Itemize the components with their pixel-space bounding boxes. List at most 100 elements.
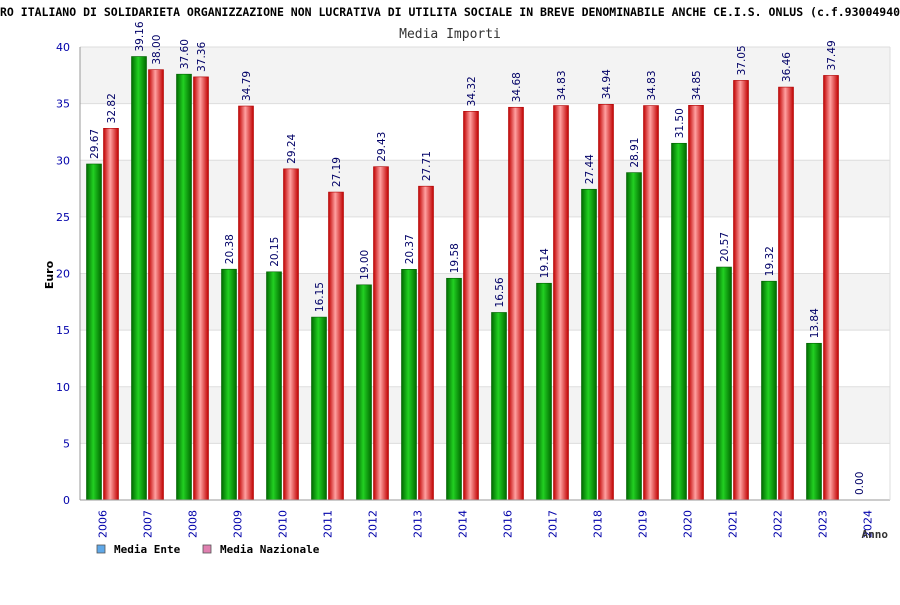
plot-band xyxy=(80,216,890,274)
bar-media-nazionale xyxy=(283,168,299,501)
x-tick-label: 2014 xyxy=(457,510,470,538)
bar-value-label: 27.44 xyxy=(584,154,596,184)
bar-value-label: 20.37 xyxy=(404,234,416,264)
bar-value-label: 34.32 xyxy=(466,76,478,106)
bar-value-label: 28.91 xyxy=(629,138,641,168)
x-tick-label: 2012 xyxy=(367,510,380,538)
bar-media-ente xyxy=(311,316,327,501)
y-tick-label: 25 xyxy=(56,211,70,224)
x-tick-label: 2009 xyxy=(232,510,245,538)
bar-value-label: 39.16 xyxy=(134,21,146,51)
y-tick-label: 5 xyxy=(63,437,70,450)
bar-value-label: 19.32 xyxy=(764,246,776,276)
plot-background xyxy=(80,47,890,500)
bar-media-nazionale xyxy=(463,111,479,501)
x-tick-label: 2008 xyxy=(187,510,200,538)
x-tick-label: 2013 xyxy=(412,510,425,538)
legend-label-media-nazionale: Media Nazionale xyxy=(220,543,320,556)
legend-label-media-ente: Media Ente xyxy=(114,543,181,556)
x-tick-label: 2010 xyxy=(277,510,290,538)
x-tick-label: 2021 xyxy=(727,510,740,538)
legend-item-media-ente: Media Ente xyxy=(96,543,181,556)
bar-value-label: 29.24 xyxy=(286,133,298,163)
bar-media-nazionale xyxy=(238,105,254,501)
x-tick-label: 2023 xyxy=(817,510,830,538)
bar-value-label: 29.43 xyxy=(376,132,388,162)
bar-media-nazionale xyxy=(148,69,164,501)
plot-band xyxy=(80,273,890,331)
bar-value-label: 20.15 xyxy=(269,237,281,267)
bar-value-label: 27.19 xyxy=(331,157,343,187)
bar-media-ente xyxy=(266,271,282,501)
bar-media-ente xyxy=(536,282,552,501)
y-tick-label: 15 xyxy=(56,324,70,337)
bar-media-ente xyxy=(86,163,102,501)
bar-media-ente xyxy=(356,284,372,501)
bar-media-nazionale xyxy=(643,105,659,501)
y-axis-label: Euro xyxy=(43,260,56,289)
plot-band xyxy=(80,330,890,387)
bar-value-label: 36.46 xyxy=(781,52,793,82)
bar-value-label: 13.84 xyxy=(809,308,821,338)
bar-media-ente xyxy=(806,342,822,501)
bar-value-label: 32.82 xyxy=(106,93,118,123)
bar-media-ente xyxy=(761,280,777,501)
bar-value-label: 19.14 xyxy=(539,248,551,278)
x-tick-labels: 2006 2007 2008 2009 2010 2011 2012 2013 2014 2016… xyxy=(97,510,875,538)
x-tick-label: 2024 xyxy=(862,510,875,538)
bar-value-label: 31.50 xyxy=(674,108,686,138)
bar-media-nazionale xyxy=(598,104,614,501)
plot-band xyxy=(80,443,890,500)
legend-swatch-media-ente xyxy=(96,544,106,554)
x-tick-label: 2006 xyxy=(97,510,110,538)
chart-title: RO ITALIANO DI SOLIDARIETA ORGANIZZAZION… xyxy=(0,5,900,19)
x-tick-label: 2022 xyxy=(772,510,785,538)
bar-value-label: 0.00 xyxy=(854,472,866,495)
bar-media-ente xyxy=(491,312,507,501)
axes-group xyxy=(79,47,891,501)
bar-value-label: 16.15 xyxy=(314,282,326,312)
bar-value-label: 38.00 xyxy=(151,35,163,65)
bar-media-nazionale xyxy=(418,185,434,501)
bar-value-label: 34.79 xyxy=(241,71,253,101)
plot-band xyxy=(80,386,890,444)
bar-media-ente xyxy=(401,269,417,501)
x-tick-label: 2011 xyxy=(322,510,335,538)
bar-value-label: 34.94 xyxy=(601,69,613,99)
bar-value-label: 37.49 xyxy=(826,40,838,70)
bar-value-label: 37.05 xyxy=(736,45,748,75)
bar-media-nazionale xyxy=(778,86,794,501)
bar-labels-group: 29.67 32.82 39.16 38.00 37.60 37.36 20.38 34.79… xyxy=(89,21,866,495)
legend: Media Ente Media Nazionale xyxy=(96,543,320,556)
plot-band xyxy=(80,47,890,104)
bar-media-ente xyxy=(176,73,192,501)
legend-item-media-nazionale: Media Nazionale xyxy=(202,543,320,556)
bar-media-nazionale xyxy=(823,75,839,501)
bar-value-label: 34.85 xyxy=(691,70,703,100)
bar-media-ente xyxy=(221,268,237,501)
bar-value-label: 34.68 xyxy=(511,72,523,102)
bar-value-label: 34.83 xyxy=(646,70,658,100)
bar-media-nazionale xyxy=(328,191,344,501)
chart-subtitle: Media Importi xyxy=(399,27,501,42)
bar-value-label: 20.38 xyxy=(224,234,236,264)
y-tick-label: 35 xyxy=(56,98,70,111)
y-tick-label: 30 xyxy=(56,154,70,167)
bar-media-nazionale xyxy=(733,80,749,501)
x-tick-label: 2017 xyxy=(547,510,560,538)
bar-value-label: 37.60 xyxy=(179,39,191,69)
bar-media-ente xyxy=(626,172,642,501)
bar-value-label: 34.83 xyxy=(556,70,568,100)
plot-band xyxy=(80,103,890,161)
bar-value-label: 16.56 xyxy=(494,277,506,307)
bar-media-ente xyxy=(446,277,462,501)
bar-media-nazionale xyxy=(508,106,524,501)
legend-swatch-media-nazionale xyxy=(202,544,212,554)
y-tick-label: 10 xyxy=(56,381,70,394)
x-tick-label: 2018 xyxy=(592,510,605,538)
x-tick-label: 2020 xyxy=(682,510,695,538)
y-tick-label: 0 xyxy=(63,494,70,507)
bar-value-label: 19.00 xyxy=(359,250,371,280)
